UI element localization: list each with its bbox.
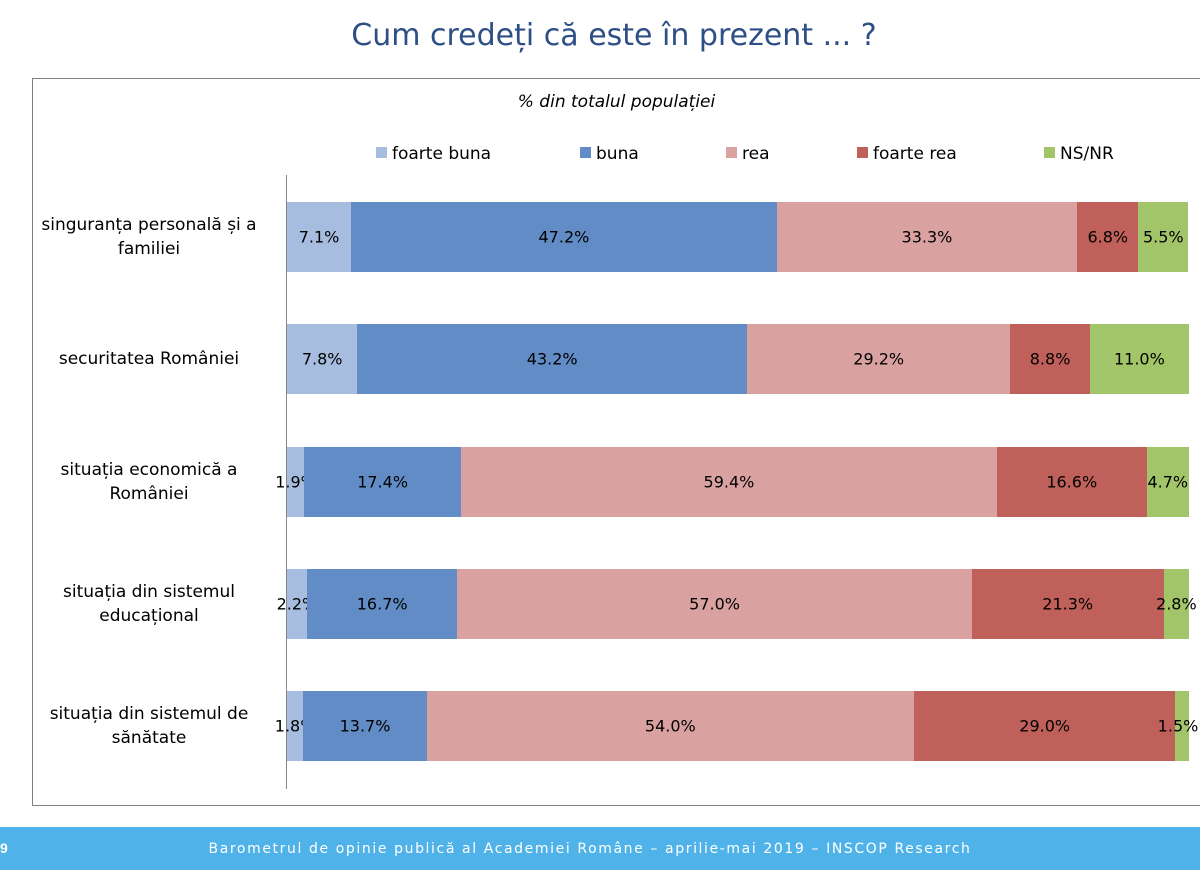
category-label: singuranța personală și a familiei <box>24 213 274 261</box>
data-label: 33.3% <box>901 227 953 247</box>
data-label: 5.5% <box>1142 227 1184 247</box>
legend-item: foarte buna <box>376 144 491 164</box>
data-label: 59.4% <box>703 472 755 492</box>
bar-row: 7.8% 43.2% 29.2% 8.8% 11.0% <box>287 324 1189 394</box>
bar-segment <box>1175 691 1189 761</box>
bar-segment <box>304 447 462 517</box>
data-label: 8.8% <box>1029 349 1071 369</box>
data-label: 4.7% <box>1147 472 1189 492</box>
data-label: 2.8% <box>1156 594 1197 614</box>
bar-segment <box>461 447 997 517</box>
category-label-line: educațional <box>99 606 199 626</box>
legend-swatch <box>580 146 591 158</box>
page-number: 9 <box>0 840 8 856</box>
data-label: 16.7% <box>356 594 408 614</box>
legend-label: buna <box>596 144 639 164</box>
data-label: 1.5% <box>1157 716 1199 736</box>
bar-segment <box>287 447 305 517</box>
category-label-line: României <box>109 484 189 504</box>
category-label-line: situația economică a <box>60 460 238 480</box>
bar-segment <box>996 447 1147 517</box>
bar-segment <box>1146 447 1189 517</box>
footer-period: aprilie-mai 2019 <box>665 841 806 857</box>
data-label: 57.0% <box>689 594 740 614</box>
bar-row: 1.9% 17.4% 59.4% 16.6% 4.7% <box>275 447 1189 517</box>
category-label: situația economică a României <box>24 458 274 506</box>
legend-item: rea <box>726 144 770 164</box>
bar-segment <box>351 202 777 272</box>
footer-prefix: Barometrul de opinie publică al Academie… <box>208 841 645 857</box>
category-label: situația din sistemul educațional <box>24 580 274 628</box>
bar-segment <box>306 569 458 639</box>
footer-text: Barometrul de opinie publică al Academie… <box>0 841 1180 857</box>
bar-row: 1.8% 13.7% 54.0% 29.0% 1.5% <box>275 691 1198 761</box>
bar-segment <box>1077 202 1139 272</box>
category-label-line: sănătate <box>111 728 187 748</box>
footer-sep: – <box>805 841 827 857</box>
data-label: 16.6% <box>1046 472 1098 492</box>
bar-segment <box>457 569 972 639</box>
data-label: 47.2% <box>538 227 590 247</box>
bar-segment <box>287 202 352 272</box>
legend-label: NS/NR <box>1060 144 1114 164</box>
footer-sep: – <box>644 841 666 857</box>
category-label-line: singuranța personală și a <box>41 215 257 235</box>
data-label: 29.2% <box>853 349 905 369</box>
data-label: 7.8% <box>301 349 343 369</box>
bar-segment <box>287 691 304 761</box>
bar-segment <box>1010 324 1090 394</box>
bar-row: 7.1% 47.2% 33.3% 6.8% 5.5% <box>287 202 1189 272</box>
bar-segment <box>913 691 1176 761</box>
bar-segment <box>776 202 1078 272</box>
bar-segment <box>1163 569 1189 639</box>
legend-label: rea <box>742 144 770 164</box>
category-label-line: securitatea României <box>58 349 240 369</box>
category-label: securitatea României <box>24 347 274 371</box>
data-label: 6.8% <box>1087 227 1129 247</box>
category-axis <box>286 175 287 789</box>
chart-legend: foarte buna buna rea foarte rea NS/NR <box>0 144 1200 164</box>
data-label: 43.2% <box>526 349 578 369</box>
legend-swatch <box>376 146 387 158</box>
legend-swatch <box>1044 146 1055 158</box>
category-label: situația din sistemul de sănătate <box>24 702 274 750</box>
data-label: 7.1% <box>298 227 340 247</box>
data-label: 13.7% <box>339 716 391 736</box>
slide-title: Cum credeți că este în prezent ... ? <box>351 18 877 53</box>
legend-label: foarte rea <box>873 144 957 164</box>
bar-segment <box>1089 324 1189 394</box>
bar-segment <box>287 569 307 639</box>
data-label: 17.4% <box>357 472 409 492</box>
category-label-line: familiei <box>117 239 181 259</box>
bar-segment <box>971 569 1164 639</box>
data-label: 29.0% <box>1019 716 1071 736</box>
footer-org: INSCOP Research <box>826 841 972 857</box>
bar-segment <box>287 324 358 394</box>
legend-item: foarte rea <box>857 144 957 164</box>
category-label-line: situația din sistemul <box>63 582 235 602</box>
bar-segment <box>1138 202 1189 272</box>
data-label: 54.0% <box>644 716 696 736</box>
footer-bar: 9 Barometrul de opinie publică al Academ… <box>0 827 1200 870</box>
legend-swatch <box>726 146 737 158</box>
legend-item: buna <box>580 144 639 164</box>
legend-swatch <box>857 146 868 158</box>
category-label-line: situația din sistemul de <box>49 704 249 724</box>
chart-frame <box>32 78 1200 806</box>
bar-segment <box>426 691 914 761</box>
chart-subtitle: % din totalul populației <box>517 92 716 112</box>
data-label: 21.3% <box>1042 594 1094 614</box>
bar-row: 2.2% 16.7% 57.0% 21.3% 2.8% <box>277 569 1197 639</box>
legend-item: NS/NR <box>1044 144 1114 164</box>
data-label: 11.0% <box>1113 349 1165 369</box>
bar-segment <box>747 324 1011 394</box>
bar-segment <box>303 691 427 761</box>
bar-segment <box>357 324 747 394</box>
legend-label: foarte buna <box>392 144 492 164</box>
